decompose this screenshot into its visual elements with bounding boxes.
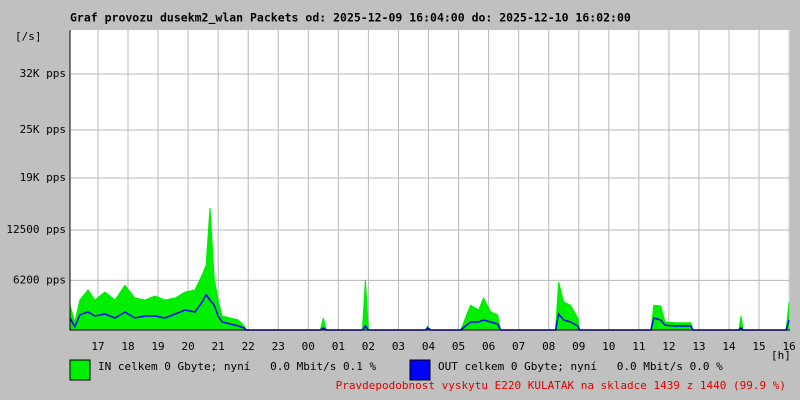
x-tick-label: 21 [212,340,225,353]
x-tick-label: 19 [151,340,164,353]
x-tick-label: 18 [121,340,134,353]
y-tick-label: 19K pps [20,171,66,184]
x-tick-label: 22 [242,340,255,353]
legend-swatch [409,359,431,381]
x-tick-label: 00 [302,340,315,353]
y-unit-label: [/s] [15,30,42,43]
x-tick-label: 20 [181,340,194,353]
x-tick-label: 14 [722,340,736,353]
x-tick-label: 16 [782,340,795,353]
x-tick-label: 05 [452,340,465,353]
chart-title: Graf provozu dusekm2_wlan Packets od: 20… [70,11,631,26]
x-tick-label: 23 [272,340,285,353]
y-tick-label: 12500 pps [6,223,66,236]
y-tick-label: 25K pps [20,123,66,136]
x-tick-label: 15 [752,340,765,353]
legend-entry: IN celkem 0 Gbyte; nyní 0.0 Mbit/s 0.1 % [98,360,377,373]
x-tick-label: 10 [602,340,615,353]
x-tick-label: 04 [422,340,436,353]
out-line [69,293,790,331]
legend-entry: OUT celkem 0 Gbyte; nyní 0.0 Mbit/s 0.0 … [438,360,723,373]
x-tick-label: 17 [91,340,104,353]
x-tick-label: 07 [512,340,525,353]
legend-swatch [69,359,91,381]
x-tick-label: 03 [392,340,405,353]
x-tick-label: 02 [362,340,375,353]
x-tick-label: 06 [482,340,495,353]
x-tick-label: 11 [632,340,645,353]
x-unit-label: [h] [771,349,791,362]
footnote: Pravdepodobnost vyskytu E220 KULATAK na … [336,379,786,392]
y-tick-label: 32K pps [20,67,66,80]
plot-area [70,30,790,330]
y-tick-label: 6200 pps [13,273,66,286]
x-tick-label: 13 [692,340,705,353]
x-tick-label: 08 [542,340,555,353]
x-tick-label: 12 [662,340,675,353]
x-tick-label: 01 [332,340,345,353]
x-tick-label: 09 [572,340,585,353]
